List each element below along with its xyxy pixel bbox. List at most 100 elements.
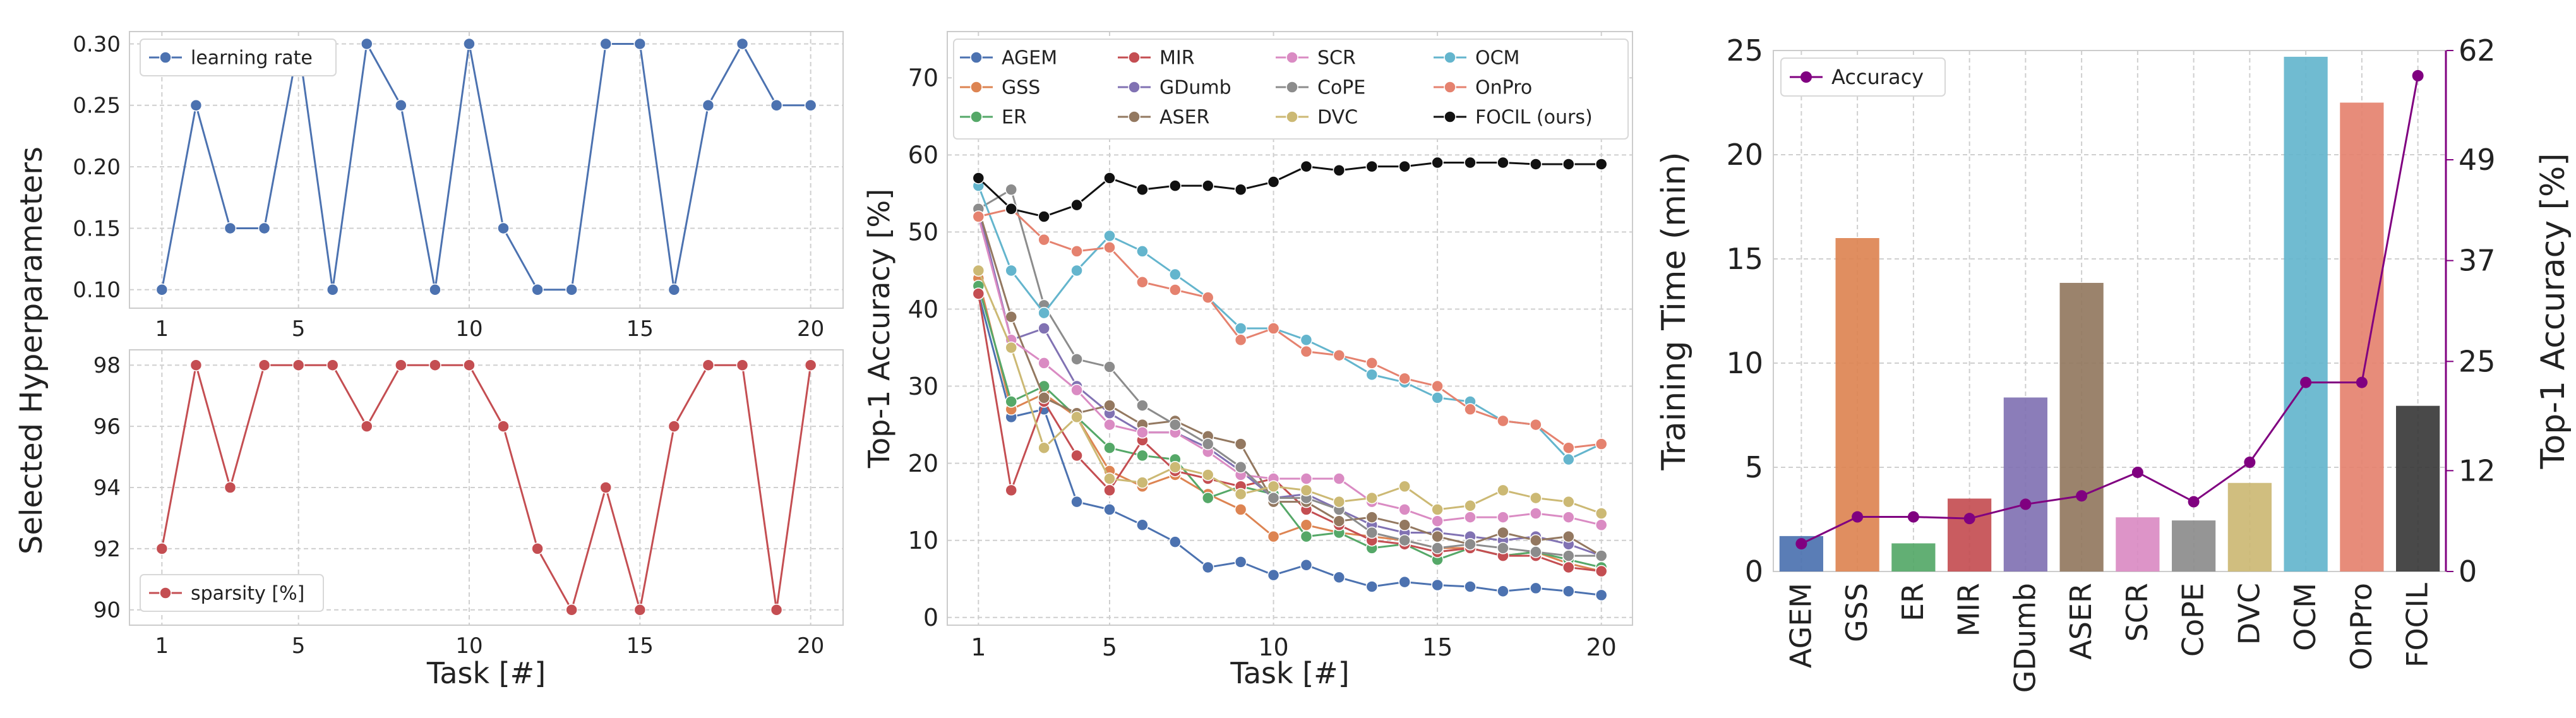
tt-x-tick-label: OCM xyxy=(2288,583,2322,651)
acc-point xyxy=(1398,518,1411,532)
acc-point xyxy=(1530,418,1542,431)
acc-point xyxy=(1136,245,1149,258)
tt-x-tick-label: OnPro xyxy=(2344,583,2378,670)
acc-point xyxy=(1103,472,1116,485)
acc-point xyxy=(1201,561,1214,574)
tt-legend-label: Accuracy xyxy=(1831,65,1924,89)
acc-legend-label: AGEM xyxy=(1002,47,1057,69)
sp-point xyxy=(155,542,169,555)
acc-point xyxy=(1562,441,1575,454)
lr-x-tick-label: 1 xyxy=(155,316,169,342)
lr-x-tick-label: 5 xyxy=(292,316,306,342)
acc-point xyxy=(1431,392,1444,404)
tt-bar xyxy=(2172,520,2216,571)
acc-point xyxy=(1038,441,1050,454)
acc-line xyxy=(977,185,1602,461)
acc-point xyxy=(1201,179,1214,192)
acc-y-tick-label: 30 xyxy=(908,373,938,400)
acc-point xyxy=(1136,449,1149,462)
lr-y-tick-label: 0.30 xyxy=(73,32,121,57)
acc-point xyxy=(1234,333,1247,347)
tt-y2-tick-label: 0 xyxy=(2459,554,2477,589)
acc-point xyxy=(1169,460,1182,474)
lr-point xyxy=(736,37,749,51)
acc-point xyxy=(1562,453,1575,466)
lr-y-tick-label: 0.15 xyxy=(73,216,121,241)
lr-line xyxy=(160,42,811,291)
acc-point xyxy=(1070,449,1083,462)
tt-y2-tick-label: 49 xyxy=(2459,143,2496,177)
tt-y-tick-label: 10 xyxy=(1726,346,1763,380)
acc-point xyxy=(1234,556,1247,568)
lr-legend-marker xyxy=(159,51,172,64)
acc-point xyxy=(1070,495,1083,508)
sp-y-tick-label: 96 xyxy=(93,414,121,440)
lr-point xyxy=(224,222,237,235)
acc-point xyxy=(1497,542,1509,554)
acc-point xyxy=(1595,158,1608,171)
tt-bar xyxy=(2284,56,2328,571)
acc-point xyxy=(1497,511,1509,524)
acc-point xyxy=(1300,518,1313,532)
sp-point xyxy=(702,359,715,371)
acc-legend-label: SCR xyxy=(1317,47,1356,69)
sp-y-tick-label: 98 xyxy=(93,353,121,378)
tt-x-tick-label: ASER xyxy=(2064,583,2098,660)
acc-x-tick-label: 10 xyxy=(1258,633,1288,661)
tt-accuracy-point xyxy=(2244,457,2256,469)
acc-legend-marker xyxy=(970,81,983,93)
acc-point xyxy=(1398,503,1411,516)
acc-point xyxy=(1201,291,1214,304)
tt-y-tick-label: 20 xyxy=(1726,138,1763,172)
acc-point xyxy=(1300,345,1313,358)
acc-y-axis-label: Top-1 Accuracy [%] xyxy=(862,189,896,469)
acc-point xyxy=(1333,571,1346,584)
acc-point xyxy=(1103,361,1116,373)
tt-x-tick-label: SCR xyxy=(2120,583,2154,642)
tt-x-tick-label: GDumb xyxy=(2008,583,2042,693)
acc-legend-marker xyxy=(1286,111,1298,123)
tt-y-axis-label: Training Time (min) xyxy=(1655,152,1693,470)
acc-point xyxy=(1333,164,1346,177)
acc-point xyxy=(1300,333,1313,347)
lr-point xyxy=(565,284,578,296)
acc-point xyxy=(1169,536,1182,548)
acc-point xyxy=(1562,561,1575,574)
acc-y-tick-label: 60 xyxy=(908,141,938,169)
acc-point xyxy=(1595,438,1608,450)
acc-point xyxy=(972,172,985,184)
tt-y2-tick-label: 12 xyxy=(2459,453,2496,488)
lr-point xyxy=(429,284,441,296)
plot-frame xyxy=(947,31,1633,626)
acc-y-tick-label: 40 xyxy=(908,296,938,323)
tt-accuracy-point xyxy=(1907,511,1919,523)
tt-y-tick-label: 0 xyxy=(1745,554,1763,589)
tt-legend-marker xyxy=(1800,71,1812,83)
acc-point xyxy=(1530,158,1542,171)
acc-legend-marker xyxy=(1444,81,1456,93)
plot-frame xyxy=(129,349,844,626)
acc-point xyxy=(1005,310,1017,323)
acc-point xyxy=(1234,438,1247,450)
acc-point xyxy=(1267,480,1280,493)
sp-point xyxy=(804,359,817,371)
tt-x-tick-label: MIR xyxy=(1952,583,1986,637)
tt-bar xyxy=(2116,517,2160,571)
acc-point xyxy=(1431,503,1444,516)
acc-point xyxy=(1300,530,1313,543)
acc-point xyxy=(1562,585,1575,598)
acc-point xyxy=(1398,480,1411,493)
acc-point xyxy=(1005,183,1017,196)
acc-point xyxy=(1333,495,1346,508)
acc-point xyxy=(1103,441,1116,454)
acc-point xyxy=(1201,438,1214,450)
tt-accuracy-point xyxy=(2188,496,2200,508)
acc-legend-label: OCM xyxy=(1475,47,1519,69)
tt-accuracy-point xyxy=(2300,376,2312,388)
acc-point xyxy=(1169,418,1182,431)
sp-point xyxy=(224,481,237,494)
acc-point xyxy=(1136,276,1149,289)
acc-point xyxy=(1431,156,1444,169)
tt-legend-box xyxy=(1780,57,1946,97)
tt-accuracy-point xyxy=(2020,498,2032,510)
